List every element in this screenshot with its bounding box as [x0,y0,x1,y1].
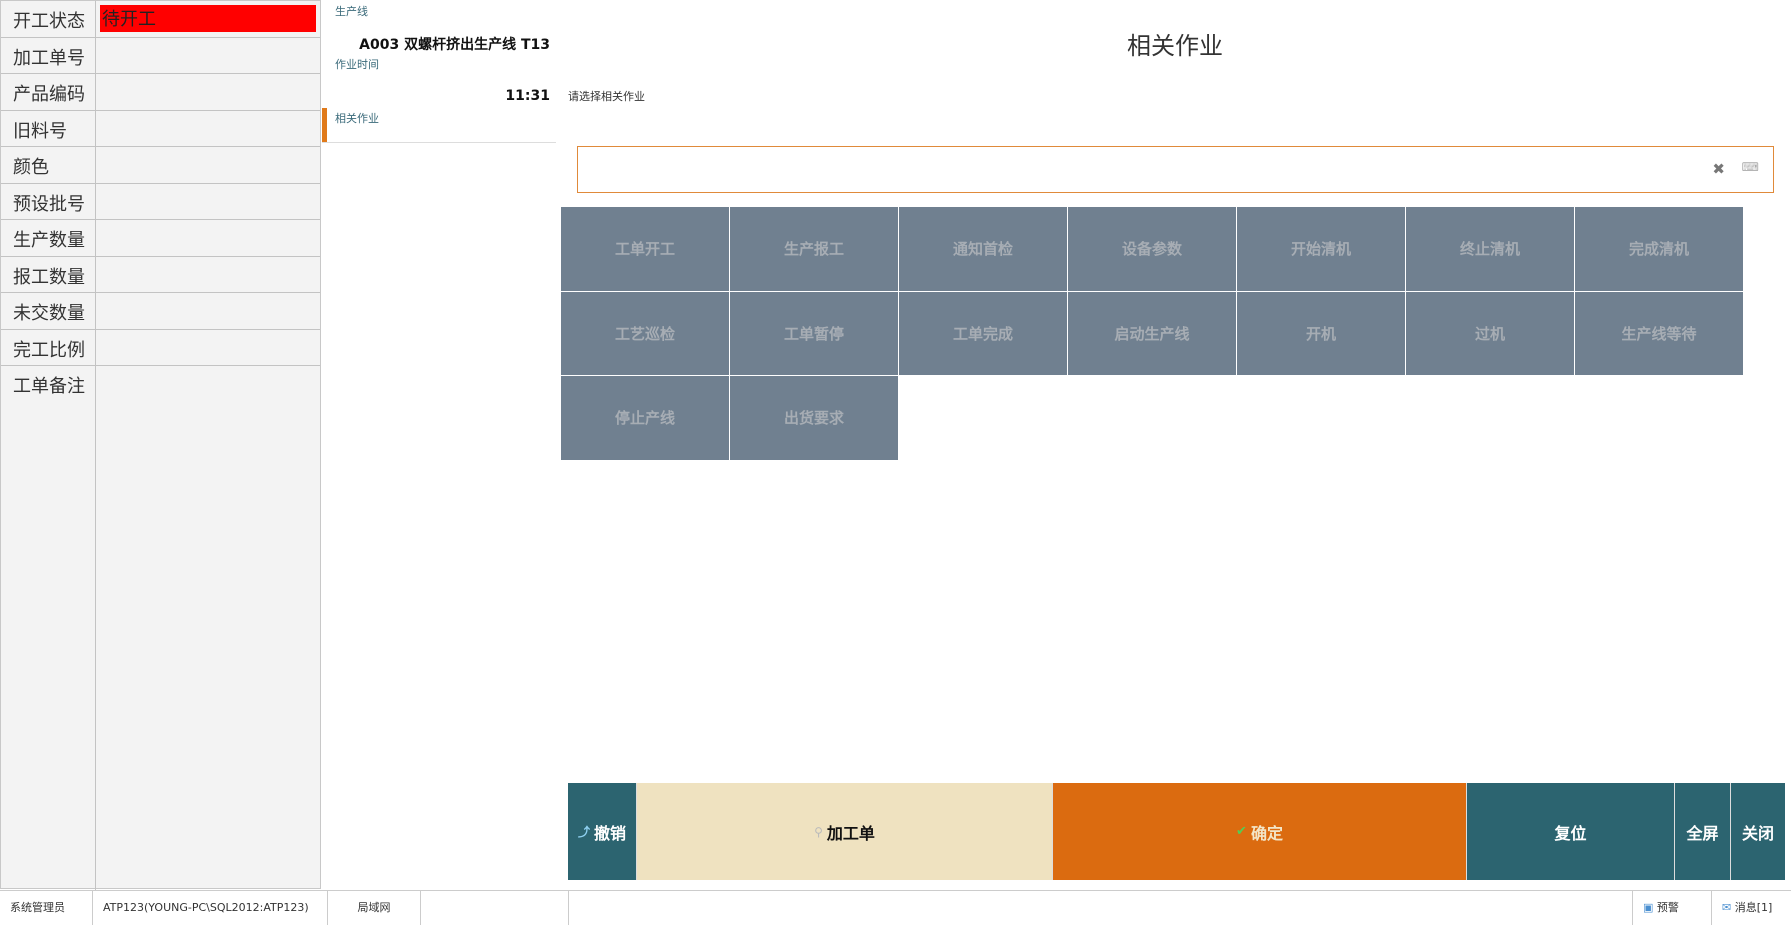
status-network: 局域网 [328,891,421,925]
confirm-button[interactable]: ✔ 确定 [1053,783,1467,880]
time-value: 11:31 [505,88,550,104]
job-tile[interactable]: 通知首检 [899,207,1068,292]
label: 报工数量 [1,256,96,292]
row-production-qty: 生产数量 [1,220,320,257]
job-tile[interactable]: 生产线等待 [1575,291,1744,376]
status-db: ATP123(YOUNG-PC\SQL2012:ATP123) [93,891,328,925]
label: 产品编码 [1,74,96,110]
value [100,224,316,251]
value [100,334,316,361]
fullscreen-button[interactable]: 全屏 [1675,783,1731,880]
order-label: 加工单 [826,823,875,843]
row-completion-ratio: 完工比例 [1,329,320,366]
job-tile[interactable]: 工单完成 [899,291,1068,376]
job-tile[interactable]: 出货要求 [730,376,899,461]
action-bar: ⤴ 撤销 ⚲ 加工单 ✔ 确定 复位 全屏 关闭 [568,783,1785,880]
label: 未交数量 [1,293,96,329]
alert-button[interactable]: ▣ 预警 [1632,891,1712,925]
search-icon: ⚲ [814,824,823,839]
job-tile[interactable]: 工艺巡检 [561,291,730,376]
alert-label: 预警 [1656,901,1679,914]
value [100,261,316,288]
cancel-button[interactable]: ⤴ 撤销 [568,783,637,880]
check-icon: ✔ [1236,824,1247,839]
job-label[interactable]: 相关作业 [335,112,379,125]
row-remarks: 工单备注 [1,366,320,896]
line-value: A003 双螺杆挤出生产线 T13 [359,37,550,53]
value [100,151,316,178]
value [100,188,316,215]
row-old-material: 旧料号 [1,110,320,147]
row-product-code: 产品编码 [1,74,320,111]
job-tile[interactable]: 过机 [1406,291,1575,376]
keyboard-icon[interactable]: ⌨ [1741,160,1759,174]
monitor-icon: ▣ [1643,901,1654,914]
message-label: 消息[1] [1734,901,1773,914]
row-reported-qty: 报工数量 [1,256,320,293]
row-order-no: 加工单号 [1,37,320,74]
row-status: 开工状态 待开工 [1,1,320,38]
job-tile[interactable]: 启动生产线 [1068,291,1237,376]
job-tile[interactable]: 终止清机 [1406,207,1575,292]
job-tile[interactable]: 开机 [1237,291,1406,376]
job-tile[interactable]: 工单开工 [561,207,730,292]
job-tile[interactable]: 设备参数 [1068,207,1237,292]
value [100,42,316,69]
line-label: 生产线 [335,5,368,18]
job-tile[interactable]: 工单暂停 [730,291,899,376]
hint-text: 请选择相关作业 [568,90,645,103]
label: 颜色 [1,147,96,183]
reset-button[interactable]: 复位 [1467,783,1675,880]
cancel-label: 撤销 [594,823,627,843]
message-button[interactable]: ✉ 消息[1] [1712,891,1791,925]
value [100,370,316,397]
page-title: 相关作业 [1127,32,1223,60]
mail-icon: ✉ [1722,901,1732,914]
row-batch: 预设批号 [1,183,320,220]
label: 生产数量 [1,220,96,256]
status-empty [421,891,569,925]
label: 开工状态 [1,1,96,37]
job-tile[interactable]: 停止产线 [561,376,730,461]
label: 加工单号 [1,37,96,73]
value [100,115,316,142]
job-tile[interactable]: 生产报工 [730,207,899,292]
job-info-panel: 生产线 A003 双螺杆挤出生产线 T13 作业时间 11:31 相关作业 [322,0,556,143]
status-bar: 系统管理员 ATP123(YOUNG-PC\SQL2012:ATP123) 局域… [0,890,1791,925]
job-tile[interactable]: 完成清机 [1575,207,1744,292]
time-label: 作业时间 [335,58,379,71]
undo-icon: ⤴ [577,825,590,839]
row-color: 颜色 [1,147,320,184]
job-grid: 工单开工 生产报工 通知首检 设备参数 开始清机 终止清机 完成清机 工艺巡检 … [561,207,1744,461]
order-button[interactable]: ⚲ 加工单 [637,783,1053,880]
label: 工单备注 [1,366,96,896]
confirm-label: 确定 [1250,823,1283,843]
info-panel: 开工状态 待开工 加工单号 产品编码 旧料号 颜色 预设批号 生产数量 报工数量 … [0,0,321,896]
job-tile[interactable]: 开始清机 [1237,207,1406,292]
value [100,297,316,324]
value [100,78,316,105]
label: 完工比例 [1,329,96,365]
close-button[interactable]: 关闭 [1731,783,1785,880]
job-input[interactable]: ✖ ⌨ [577,146,1774,193]
status-value: 待开工 [100,5,316,32]
status-user: 系统管理员 [0,891,93,925]
active-marker [322,108,327,142]
label: 预设批号 [1,183,96,219]
clear-icon[interactable]: ✖ [1712,160,1725,178]
row-undelivered-qty: 未交数量 [1,293,320,330]
label: 旧料号 [1,110,96,146]
